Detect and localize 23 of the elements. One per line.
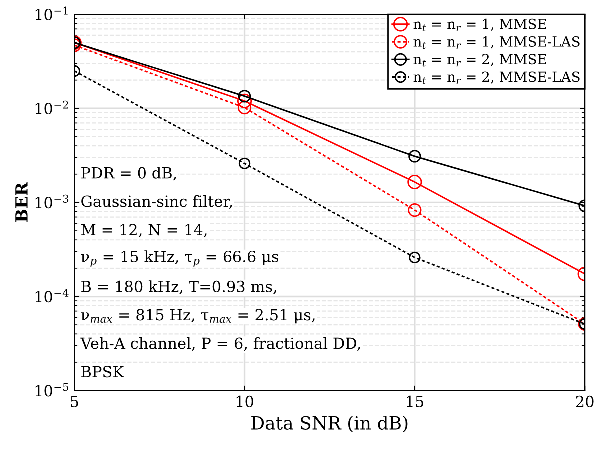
legend-label: n$_{t}$ = n$_{r}$ = 2, MMSE-LAS [414, 72, 580, 84]
legend-label: n$_{t}$ = n$_{r}$ = 1, MMSE-LAS [414, 36, 580, 50]
annotation: ν$_{p}$ = 15 kHz, τ$_{p}$ = 66.6 μs [81, 250, 279, 267]
annotation: Veh-A channel, P = 6, fractional DD, [80, 337, 360, 352]
x-tick-label: 5 [71, 396, 78, 408]
y-tick-label: 10$^{−5}$ [36, 383, 69, 397]
annotation: Gaussian-sinc filter, [82, 195, 232, 210]
annotation: ν$_{max}$ = 815 Hz, τ$_{max}$ = 2.51 μs, [81, 309, 315, 324]
x-axis-title: Data SNR (in dB) [252, 416, 408, 433]
legend-label: n$_{t}$ = n$_{r}$ = 2, MMSE [414, 54, 546, 67]
y-tick-label: 10$^{−3}$ [36, 194, 69, 209]
x-tick-label: 10 [236, 396, 254, 408]
annotation: B = 180 kHz, T=0.93 ms, [82, 280, 276, 294]
y-tick-label: 10$^{−4}$ [36, 288, 69, 303]
annotation: M = 12, N = 14, [82, 224, 207, 238]
annotation: PDR = 0 dB, [82, 167, 176, 181]
x-tick-label: 20 [576, 396, 594, 408]
y-tick-label: 10$^{−1}$ [36, 6, 68, 21]
y-tick-label: 10$^{−2}$ [36, 100, 68, 115]
annotation: BPSK [82, 366, 124, 378]
x-tick-label: 15 [407, 396, 424, 408]
y-axis-title: BER [16, 182, 28, 222]
legend-label: n$_{t}$ = n$_{r}$ = 1, MMSE [414, 18, 546, 32]
